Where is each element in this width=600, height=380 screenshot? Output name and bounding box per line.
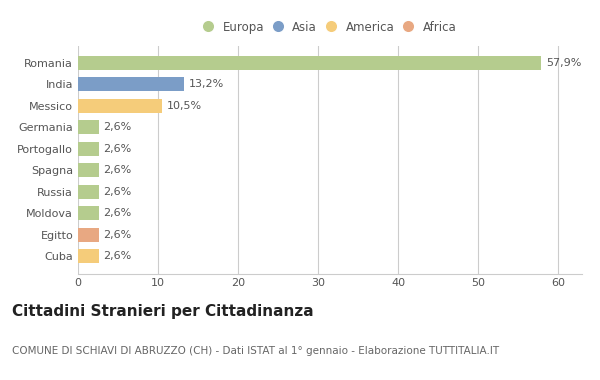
Text: 2,6%: 2,6% <box>104 251 132 261</box>
Text: 13,2%: 13,2% <box>188 79 224 89</box>
Text: 2,6%: 2,6% <box>104 187 132 197</box>
Bar <box>78 142 99 156</box>
Bar <box>78 99 162 113</box>
Bar <box>78 78 184 92</box>
Text: 2,6%: 2,6% <box>104 230 132 240</box>
Bar <box>78 120 99 135</box>
Bar <box>78 228 99 242</box>
Text: COMUNE DI SCHIAVI DI ABRUZZO (CH) - Dati ISTAT al 1° gennaio - Elaborazione TUTT: COMUNE DI SCHIAVI DI ABRUZZO (CH) - Dati… <box>12 346 499 356</box>
Text: 2,6%: 2,6% <box>104 122 132 132</box>
Text: 2,6%: 2,6% <box>104 144 132 154</box>
Text: 10,5%: 10,5% <box>167 101 202 111</box>
Bar <box>78 185 99 199</box>
Bar <box>78 163 99 177</box>
Text: Cittadini Stranieri per Cittadinanza: Cittadini Stranieri per Cittadinanza <box>12 304 314 319</box>
Bar <box>78 56 541 70</box>
Text: 2,6%: 2,6% <box>104 165 132 175</box>
Bar <box>78 249 99 263</box>
Bar <box>78 206 99 220</box>
Text: 57,9%: 57,9% <box>546 58 581 68</box>
Text: 2,6%: 2,6% <box>104 208 132 218</box>
Legend: Europa, Asia, America, Africa: Europa, Asia, America, Africa <box>200 17 460 37</box>
